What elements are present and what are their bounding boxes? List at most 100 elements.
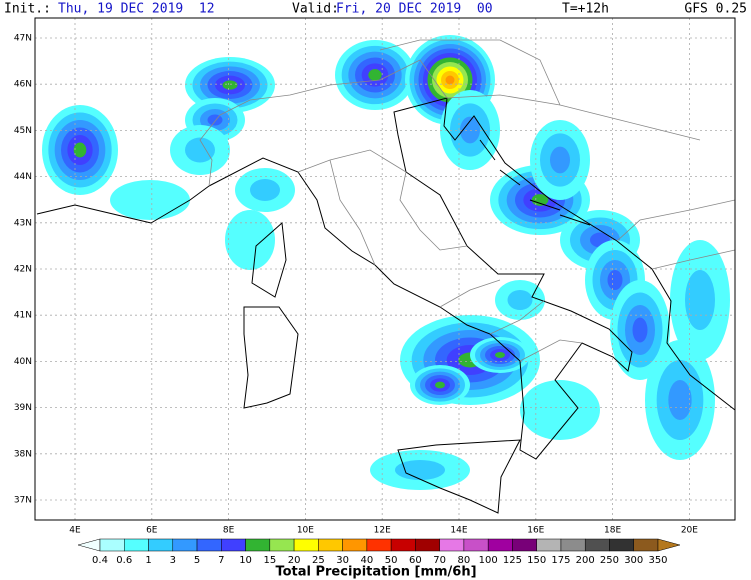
colorbar-label: 125 (503, 555, 522, 566)
colorbar-swatch (560, 538, 586, 552)
lon-label: 6E (146, 526, 158, 536)
lat-label: 38N (14, 449, 32, 459)
precip-area (685, 270, 715, 330)
precip-area (368, 69, 382, 81)
lat-label: 47N (14, 34, 32, 44)
precip-area (250, 179, 280, 201)
precip-area (110, 180, 190, 220)
colorbar-swatch (318, 538, 343, 552)
precip-area (507, 290, 533, 310)
map-frame (34, 17, 736, 521)
country-borders (199, 39, 736, 270)
colorbar-swatch (269, 538, 295, 552)
coastline-dalmatia-islands (479, 139, 591, 226)
colorbar-label: 3 (170, 555, 176, 566)
precip-area (520, 380, 600, 440)
lat-label: 41N (14, 311, 32, 321)
colorbar-end-low (77, 538, 101, 552)
model-name: GFS 0.25 (684, 2, 747, 17)
coastline-sardinia (243, 306, 299, 409)
colorbar-label: 0.4 (92, 555, 108, 566)
colorbar-swatch (512, 538, 537, 552)
lat-label: 43N (14, 218, 32, 228)
lon-label: 14E (450, 526, 467, 536)
colorbar-label: 7 (218, 555, 224, 566)
colorbar-label: 350 (648, 555, 667, 566)
init-label: Init.: (4, 2, 51, 17)
colorbar-swatch (415, 538, 440, 552)
lon-label: 12E (374, 526, 391, 536)
init-time: Thu, 19 DEC 2019 12 (58, 2, 215, 17)
lat-label: 44N (14, 172, 32, 182)
colorbar: 0.4 0.6 1 3 5 7 10 15 20 25 30 40 50 60 70 80 100 125 150 1… (77, 538, 681, 566)
lat-label: 40N (14, 357, 32, 367)
colorbar-swatch (221, 538, 246, 552)
colorbar-swatch (439, 538, 465, 552)
precipitation (42, 35, 730, 490)
colorbar-label: 40 (361, 555, 374, 566)
colorbar-swatch (124, 538, 149, 552)
precip-area (668, 380, 692, 420)
colorbar-swatch (342, 538, 368, 552)
colorbar-end-high (657, 538, 681, 552)
precip-area (495, 352, 505, 358)
lat-label: 46N (14, 80, 32, 90)
colorbar-label: 20 (288, 555, 301, 566)
colorbar-label: 15 (263, 555, 276, 566)
colorbar-swatch (487, 538, 513, 552)
precip-area (185, 137, 215, 163)
lat-label: 37N (14, 496, 32, 506)
lat-label: 45N (14, 126, 32, 136)
colorbar-label: 60 (409, 555, 422, 566)
colorbar-label: 200 (576, 555, 595, 566)
colorbar-label: 100 (479, 555, 498, 566)
valid-time: Fri, 20 DEC 2019 00 (336, 2, 493, 17)
precip-area (435, 381, 445, 389)
precip-area (225, 210, 275, 270)
lat-label: 39N (14, 403, 32, 413)
colorbar-label: 250 (600, 555, 619, 566)
colorbar-swatch (172, 538, 198, 552)
colorbar-swatch (633, 538, 659, 552)
precip-area (395, 460, 445, 480)
precip-area (73, 142, 87, 158)
lon-label: 8E (223, 526, 235, 536)
colorbar-label: 0.6 (116, 555, 132, 566)
lon-label: 10E (297, 526, 314, 536)
colorbar-swatch (536, 538, 562, 552)
precip-area (207, 114, 223, 126)
precip-area (222, 80, 238, 90)
colorbar-swatch (463, 538, 489, 552)
precip-area (607, 270, 623, 290)
coastline-france (36, 185, 210, 224)
colorbar-title: Total Precipitation [mm/6h] (275, 565, 476, 580)
grid (35, 18, 735, 520)
colorbar-label: 80 (458, 555, 471, 566)
precip-area (550, 146, 570, 174)
valid-label: Valid: (292, 2, 339, 17)
colorbar-swatch (245, 538, 271, 552)
colorbar-label: 25 (312, 555, 325, 566)
lon-label: 18E (604, 526, 621, 536)
precip-area (632, 317, 648, 343)
lon-label: 4E (69, 526, 81, 536)
colorbar-swatch (584, 538, 610, 552)
precip-area (531, 194, 549, 206)
colorbar-label: 30 (336, 555, 349, 566)
lat-label: 42N (14, 265, 32, 275)
colorbar-label: 300 (624, 555, 643, 566)
lead-time: T=+12h (562, 2, 609, 17)
coastline-italy (208, 97, 736, 460)
colorbar-label: 70 (433, 555, 446, 566)
colorbar-swatch (196, 538, 222, 552)
colorbar-label: 5 (194, 555, 200, 566)
colorbar-label: 175 (551, 555, 570, 566)
colorbar-swatch (293, 538, 319, 552)
lon-label: 20E (681, 526, 698, 536)
coastline-corsica (251, 221, 287, 298)
colorbar-swatch (148, 538, 174, 552)
colorbar-label: 50 (385, 555, 398, 566)
lon-label: 16E (527, 526, 544, 536)
colorbar-label: 10 (239, 555, 252, 566)
